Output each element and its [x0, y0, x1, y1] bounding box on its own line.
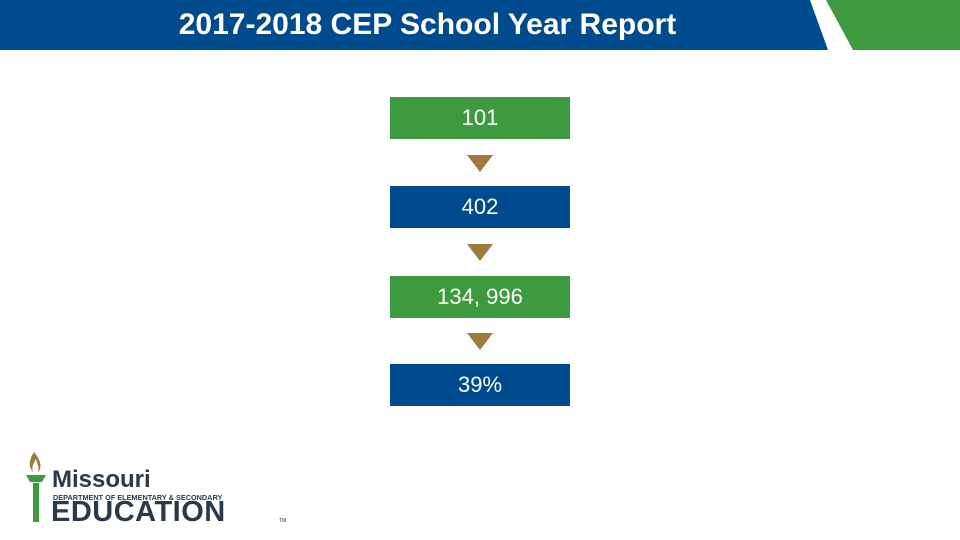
logo-subtitle: DEPARTMENT OF ELEMENTARY & SECONDARY [53, 493, 223, 502]
header-shape [0, 0, 960, 50]
down-arrow-icon [467, 155, 493, 172]
down-arrow-icon [467, 333, 493, 350]
torch-icon [26, 452, 46, 522]
flow-box-3: 134, 996 [390, 276, 570, 318]
header-banner: 2017-2018 CEP School Year Report [0, 0, 960, 50]
logo-title: Missouri [52, 466, 151, 493]
down-arrow-icon [467, 244, 493, 261]
flow-box-2: 402 [390, 186, 570, 228]
header-blue-band [0, 0, 828, 50]
page-title: 2017-2018 CEP School Year Report [178, 8, 677, 41]
flow-box-4: 39% [390, 364, 570, 406]
logo-trademark: TM [279, 518, 287, 524]
logo-main-text: EDUCATION [51, 496, 226, 528]
missouri-education-logo: Missouri DEPARTMENT OF ELEMENTARY & SECO… [20, 450, 300, 530]
header-green-band [826, 0, 960, 50]
flow-box-1: 101 [390, 97, 570, 139]
